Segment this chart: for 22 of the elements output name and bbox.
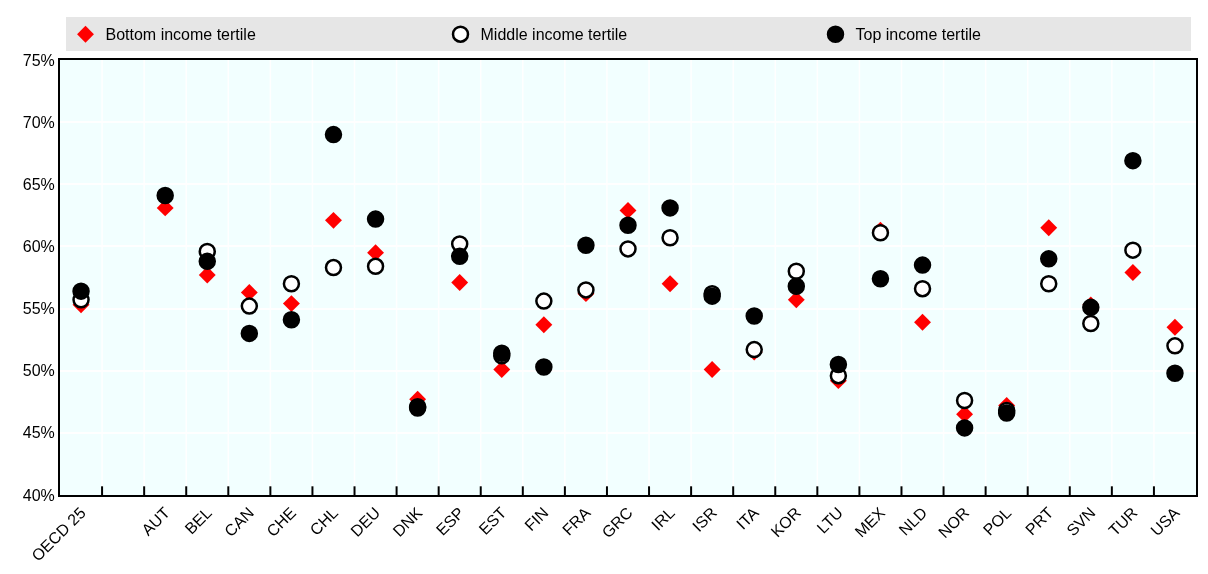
x-tick-label: TUR xyxy=(1105,503,1141,540)
y-tick-label: 70% xyxy=(22,113,55,131)
x-tick-label: FIN xyxy=(521,503,552,535)
y-tick-label: 60% xyxy=(22,238,55,256)
y-tick-label: 45% xyxy=(22,424,55,442)
x-tick-label: USA xyxy=(1147,503,1183,540)
x-tick-label: IRL xyxy=(648,503,678,534)
x-tick-label: CHL xyxy=(306,503,342,539)
x-tick-label: POL xyxy=(979,503,1015,539)
y-tick-label: 75% xyxy=(22,51,55,69)
x-tick-label: ITA xyxy=(733,503,763,533)
y-tick-label: 65% xyxy=(22,175,55,193)
x-tick-label: BEL xyxy=(181,503,216,538)
x-tick-label: ISR xyxy=(689,503,720,535)
legend-label: Middle income tertile xyxy=(480,26,628,44)
y-tick-label: 55% xyxy=(22,300,55,318)
legend-label: Bottom income tertile xyxy=(105,26,256,44)
x-tick-label: LTU xyxy=(813,503,847,537)
y-tick-label: 50% xyxy=(22,362,55,380)
x-tick-label: FRA xyxy=(559,503,594,539)
y-tick-label: 40% xyxy=(22,486,55,504)
legend-label: Top income tertile xyxy=(855,26,981,44)
